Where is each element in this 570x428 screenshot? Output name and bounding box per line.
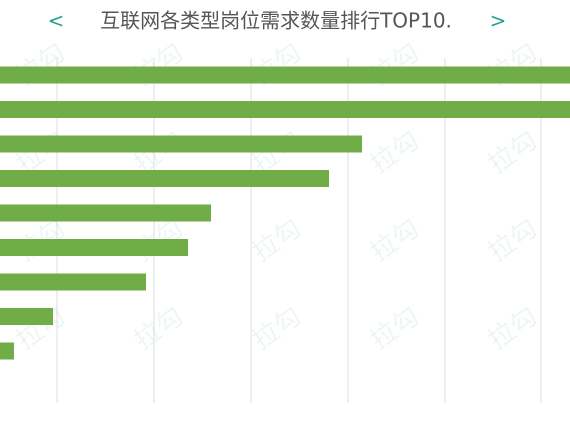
watermark: 拉勾: [483, 213, 543, 267]
chart-title: 互联网各类型岗位需求数量排行TOP10.: [100, 9, 452, 33]
watermark: 拉勾: [129, 301, 189, 355]
watermark: 拉勾: [365, 301, 425, 355]
prev-button[interactable]: <: [48, 9, 65, 33]
watermark: 拉勾: [365, 37, 425, 91]
watermark: 拉勾: [365, 213, 425, 267]
bar: [0, 101, 570, 118]
watermark: 拉勾: [247, 37, 307, 91]
watermark: 拉勾: [129, 37, 189, 91]
watermark: 拉勾: [483, 37, 543, 91]
watermark: 拉勾: [365, 125, 425, 179]
bar: [0, 308, 53, 325]
bar: [0, 66, 570, 84]
bar: [0, 342, 14, 360]
watermark: 拉勾: [247, 213, 307, 267]
bar: [0, 204, 211, 222]
watermark: 拉勾: [483, 125, 543, 179]
bar: [0, 135, 362, 153]
watermark: 拉勾: [483, 301, 543, 355]
next-button[interactable]: >: [490, 9, 507, 33]
watermark: 拉勾: [11, 37, 71, 91]
bar: [0, 239, 188, 256]
bar: [0, 170, 329, 187]
bar: [0, 273, 146, 291]
watermark: 拉勾: [247, 301, 307, 355]
